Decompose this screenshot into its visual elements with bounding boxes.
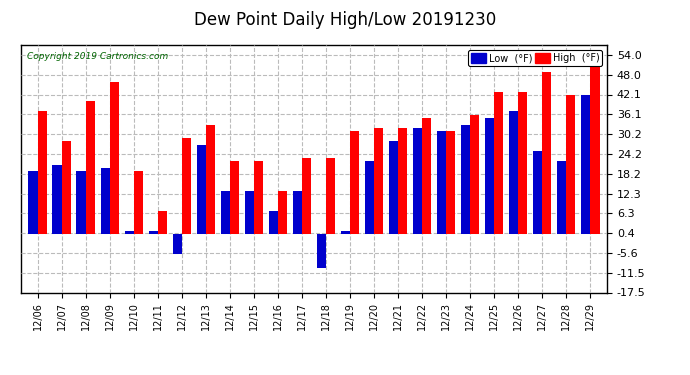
Bar [413,128,422,234]
Bar [101,168,110,234]
Bar [558,161,566,234]
Bar [389,141,398,234]
Bar [446,131,455,234]
Bar [86,102,95,234]
Bar [509,111,518,234]
Bar [269,211,278,234]
Bar [422,118,431,234]
Text: Copyright 2019 Cartronics.com: Copyright 2019 Cartronics.com [26,53,168,62]
Bar [278,191,287,234]
Bar [134,171,143,234]
Bar [461,125,470,234]
Bar [470,115,480,234]
Bar [148,231,158,234]
Bar [302,158,311,234]
Bar [37,111,47,234]
Bar [52,165,61,234]
Bar [230,161,239,234]
Bar [221,191,230,234]
Bar [494,92,504,234]
Bar [206,125,215,234]
Bar [124,231,134,234]
Bar [110,81,119,234]
Bar [437,131,446,234]
Bar [77,171,86,234]
Bar [533,151,542,234]
Bar [197,145,206,234]
Bar [365,161,374,234]
Bar [350,131,359,234]
Bar [61,141,70,234]
Bar [293,191,302,234]
Bar [566,95,575,234]
Bar [172,234,181,254]
Bar [341,231,350,234]
Bar [485,118,494,234]
Bar [591,55,600,234]
Bar [317,234,326,268]
Bar [158,211,167,234]
Text: Dew Point Daily High/Low 20191230: Dew Point Daily High/Low 20191230 [194,11,496,29]
Bar [245,191,254,234]
Bar [254,161,263,234]
Bar [518,92,527,234]
Bar [542,72,551,234]
Bar [374,128,383,234]
Bar [326,158,335,234]
Bar [181,138,191,234]
Legend: Low  (°F), High  (°F): Low (°F), High (°F) [469,50,602,66]
Bar [581,95,591,234]
Bar [398,128,407,234]
Bar [28,171,37,234]
